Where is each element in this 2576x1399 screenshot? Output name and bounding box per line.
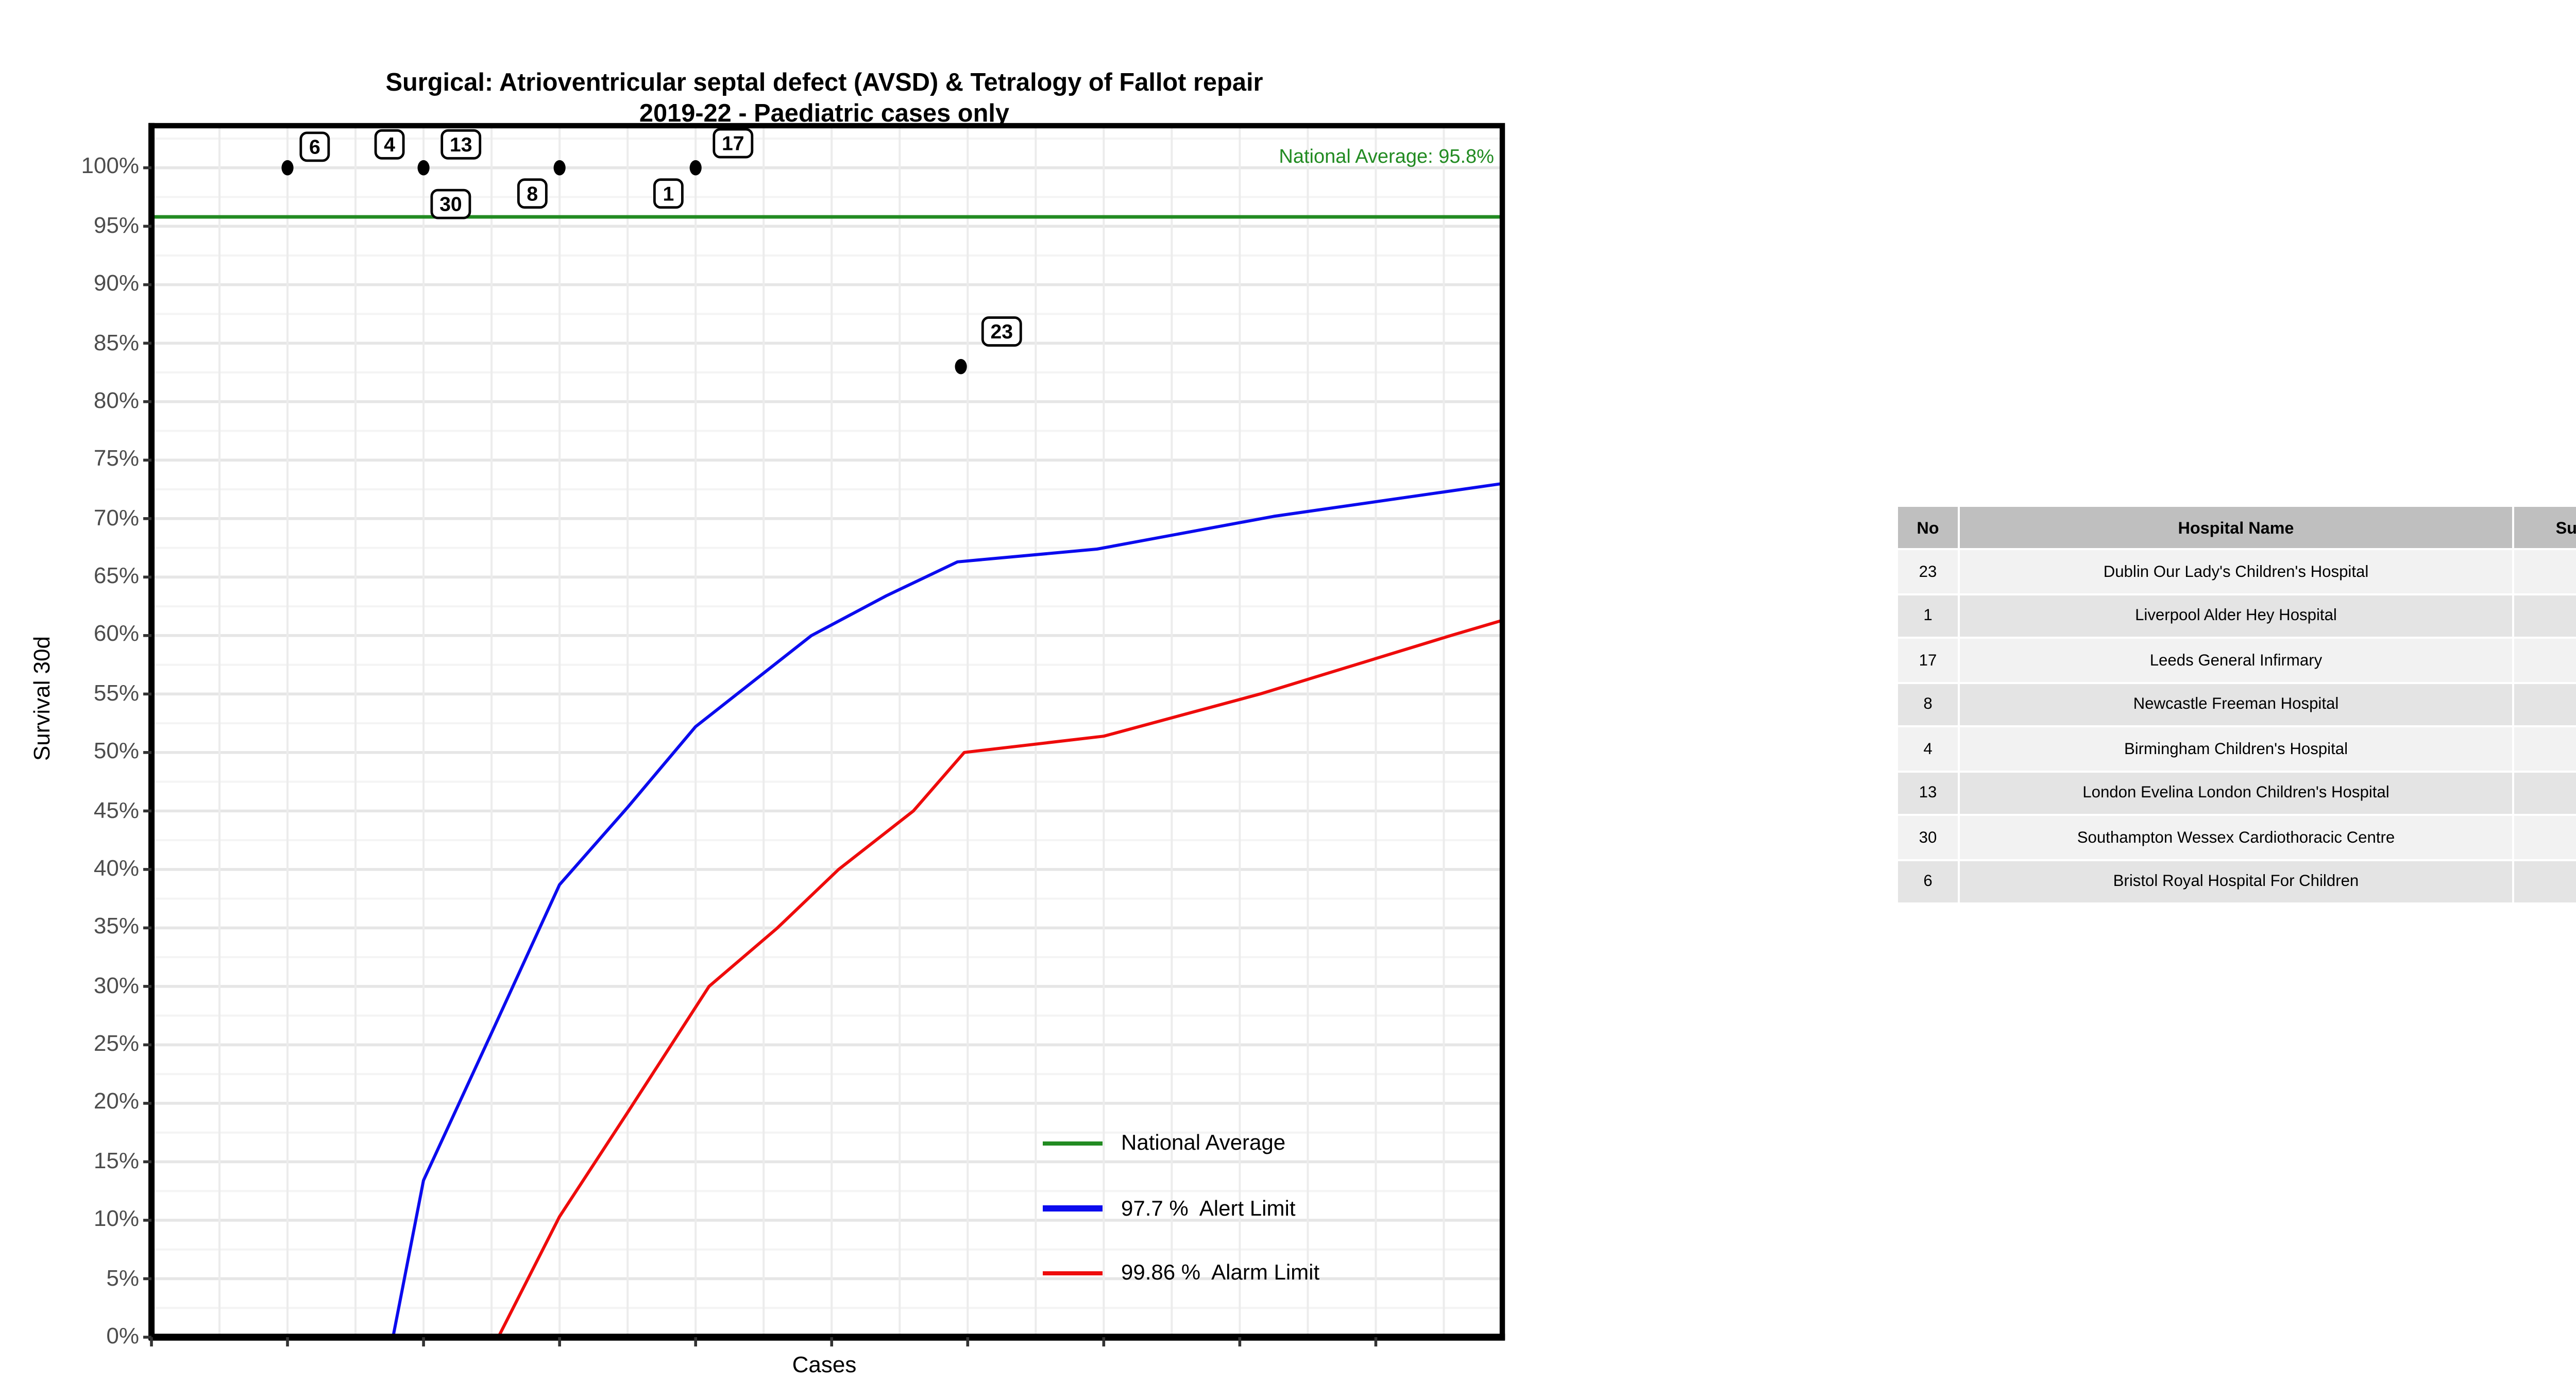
survival-funnel-plot: 6 4 13 30 8 1 17 23: [143, 123, 1505, 1346]
data-point-dot: [553, 160, 566, 176]
data-point-label: 13: [450, 134, 472, 156]
data-point-label: 30: [439, 194, 462, 216]
data-point-label: 8: [527, 183, 538, 205]
data-point-dot: [417, 160, 430, 176]
cell-no: 4: [1896, 727, 1958, 772]
y-tick-label: 95%: [93, 214, 139, 239]
cell-hospital-name: Leeds General Infirmary: [1958, 639, 2512, 683]
data-point-dot: [689, 160, 702, 176]
data-point-label-box: [430, 189, 471, 219]
cell-hospital-name: Dublin Our Lady's Children's Hospital: [1958, 550, 2512, 594]
chart-title: Surgical: Atrioventricular septal defect…: [124, 68, 1525, 128]
legend-label: 97.7 % Alert Limit: [1121, 1196, 1296, 1221]
y-axis-title: Survival 30d: [31, 636, 56, 761]
cell-survival-30d: 100%: [2512, 860, 2576, 905]
cell-survival-30d: 83%: [2512, 550, 2576, 594]
data-point-dot: [955, 359, 967, 374]
data-point-label: 1: [663, 183, 674, 205]
y-tick-label: 20%: [93, 1090, 139, 1116]
cell-survival-30d: 100%: [2512, 594, 2576, 639]
cell-survival-30d: 100%: [2512, 683, 2576, 727]
data-point-label-box: [299, 131, 330, 162]
y-tick-label: 10%: [93, 1207, 139, 1233]
alert-limit-line: [391, 482, 1503, 1338]
cell-no: 30: [1896, 816, 1958, 860]
national-average-annotation: National Average: 95.8%: [1279, 146, 1494, 169]
table-row: 30 Southampton Wessex Cardiothoracic Cent…: [1896, 816, 2576, 860]
data-point-label: 6: [309, 136, 320, 158]
alarm-limit-line: [497, 619, 1503, 1338]
y-tick-label: 0%: [106, 1325, 139, 1350]
y-tick-label: 85%: [93, 331, 139, 356]
data-point-label-box: [374, 129, 405, 160]
y-tick-label: 90%: [93, 272, 139, 297]
data-point-label: 17: [722, 133, 744, 155]
legend-line-swatch: [1043, 1270, 1103, 1276]
y-tick-label: 15%: [93, 1149, 139, 1174]
y-tick-label: 30%: [93, 974, 139, 999]
cell-survival-30d: 100%: [2512, 727, 2576, 772]
legend-label: National Average: [1121, 1131, 1286, 1156]
cell-hospital-name: Southampton Wessex Cardiothoracic Centre: [1958, 816, 2512, 860]
y-tick-label: 70%: [93, 506, 139, 531]
data-point-label-box: [653, 178, 684, 209]
y-tick-label: 35%: [93, 915, 139, 941]
y-tick-label: 65%: [93, 565, 139, 590]
data-point-label-box: [440, 129, 482, 160]
y-tick-label: 75%: [93, 448, 139, 473]
cell-survival-30d: 100%: [2512, 639, 2576, 683]
legend-label: 99.86 % Alarm Limit: [1121, 1261, 1320, 1286]
y-tick-label: 80%: [93, 389, 139, 414]
data-point-label: 4: [384, 134, 395, 156]
cell-survival-30d: 100%: [2512, 772, 2576, 816]
header-hospital-name: Hospital Name: [1958, 507, 2512, 550]
chart-title-line2: 2019-22 - Paediatric cases only: [639, 98, 1010, 127]
cell-hospital-name: London Evelina London Children's Hospita…: [1958, 772, 2512, 816]
legend-line-swatch: [1043, 1140, 1103, 1147]
y-tick-label: 40%: [93, 857, 139, 882]
y-tick-label: 25%: [93, 1032, 139, 1057]
y-tick-label: 5%: [106, 1266, 139, 1291]
data-point-label-box: [713, 128, 754, 159]
data-point-dot: [281, 160, 294, 176]
cell-hospital-name: Birmingham Children's Hospital: [1958, 727, 2512, 772]
cell-survival-30d: 100%: [2512, 816, 2576, 860]
x-axis-title: Cases: [792, 1354, 857, 1378]
y-tick-label: 55%: [93, 681, 139, 707]
header-survival-30d: Survival 30d: [2512, 507, 2576, 550]
y-tick-label: 60%: [93, 623, 139, 648]
cell-no: 1: [1896, 594, 1958, 639]
cell-hospital-name: Newcastle Freeman Hospital: [1958, 683, 2512, 727]
data-point-label: 23: [991, 321, 1013, 343]
cell-no: 17: [1896, 639, 1958, 683]
chart-title-line1: Surgical: Atrioventricular septal defect…: [385, 68, 1263, 97]
cell-hospital-name: Liverpool Alder Hey Hospital: [1958, 594, 2512, 639]
cell-no: 8: [1896, 683, 1958, 727]
data-point-label-box: [981, 316, 1022, 347]
y-tick-label: 45%: [93, 798, 139, 824]
legend-item: 97.7 % Alert Limit: [1043, 1194, 1296, 1223]
y-tick-label: 100%: [81, 155, 139, 180]
header-no: No: [1896, 507, 1958, 550]
legend-item: National Average: [1043, 1129, 1285, 1158]
table-header-row: No Hospital Name Survival 30d: [1896, 507, 2576, 550]
cell-no: 23: [1896, 550, 1958, 594]
cell-no: 6: [1896, 860, 1958, 905]
y-tick-label: 50%: [93, 740, 139, 765]
cell-hospital-name: Bristol Royal Hospital For Children: [1958, 860, 2512, 905]
legend-line-swatch: [1043, 1205, 1103, 1212]
plot-background: [151, 126, 1502, 1337]
legend-item: 99.86 % Alarm Limit: [1043, 1259, 1319, 1288]
table-row: 13 London Evelina London Children's Hospi…: [1896, 772, 2576, 816]
data-point-label-box: [517, 178, 548, 209]
cell-no: 13: [1896, 772, 1958, 816]
